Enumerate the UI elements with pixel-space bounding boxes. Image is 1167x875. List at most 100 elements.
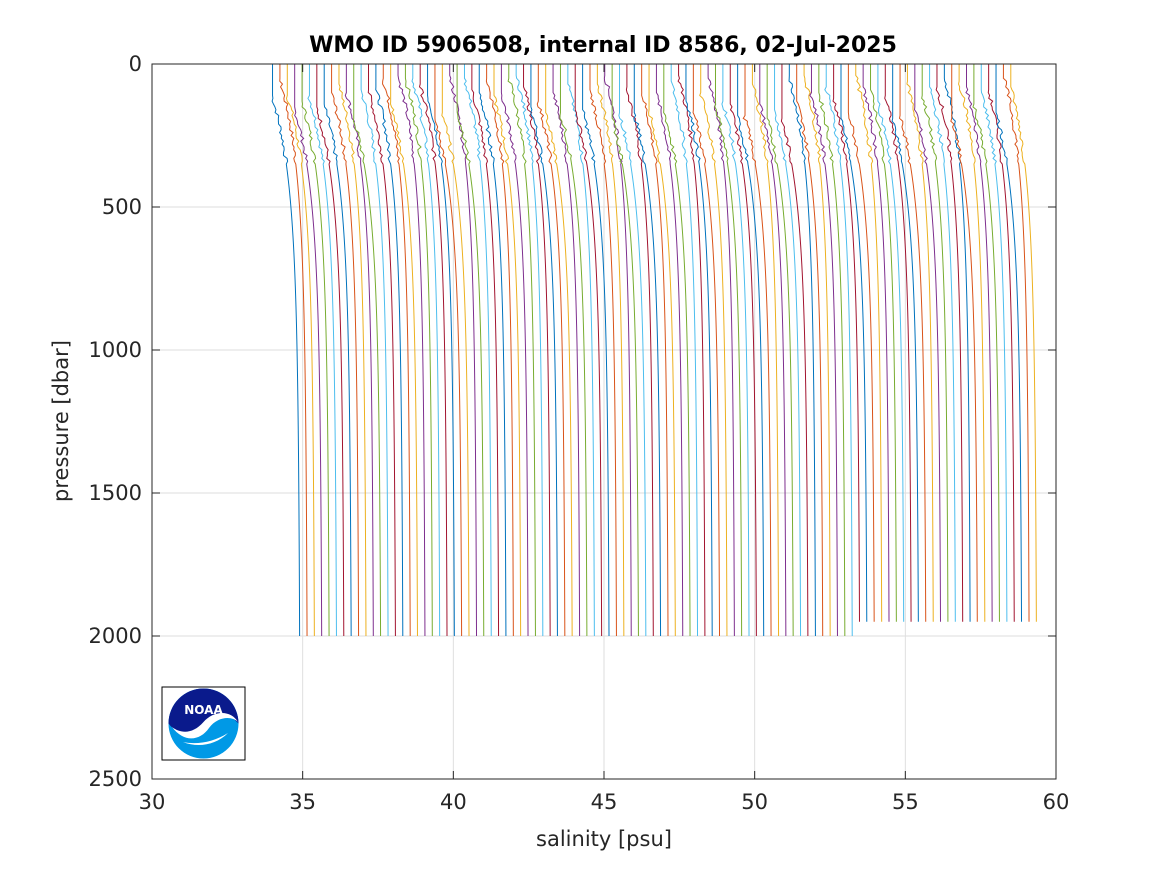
salinity-profile-line: [742, 64, 772, 637]
salinity-profile-line: [307, 64, 337, 637]
salinity-profile-line: [427, 64, 455, 637]
salinity-profile-line: [677, 64, 706, 637]
salinity-profile-line: [485, 64, 514, 637]
x-tick-label: 35: [289, 790, 316, 814]
salinity-profile-line: [870, 64, 897, 622]
x-axis-ticks: 30 35 40 45 50 55 60: [139, 64, 1069, 814]
salinity-profile-line: [331, 64, 360, 637]
y-tick-label: 2500: [89, 767, 142, 791]
salinity-profile-line: [618, 64, 647, 637]
chart-title: WMO ID 5906508, internal ID 8586, 02-Jul…: [309, 33, 897, 58]
salinity-profile-line: [774, 64, 802, 637]
y-tick-label: 1000: [89, 338, 142, 362]
salinity-profile-line: [507, 64, 536, 637]
salinity-profile-line: [574, 64, 603, 637]
salinity-profile-line: [536, 64, 566, 637]
salinity-profile-line: [559, 64, 588, 637]
salinity-profile-line: [877, 64, 905, 622]
salinity-profiles: [271, 64, 1037, 637]
salinity-profile-line: [360, 64, 389, 637]
salinity-profile-line: [751, 64, 780, 637]
salinity-profile-line: [463, 64, 492, 637]
salinity-profile-line: [456, 64, 485, 637]
salinity-profile-line: [279, 64, 308, 637]
salinity-profile-line: [832, 64, 860, 622]
x-tick-label: 55: [892, 790, 919, 814]
salinity-profile-line: [1010, 64, 1037, 622]
salinity-profile-line: [589, 64, 617, 637]
salinity-profile-line: [862, 64, 890, 622]
salinity-profile-line: [633, 64, 662, 637]
salinity-profile-line: [500, 64, 529, 637]
salinity-profile-line: [950, 64, 978, 622]
salinity-profile-line: [449, 64, 478, 637]
salinity-profile-line: [884, 64, 912, 622]
salinity-profile-line: [301, 64, 330, 637]
salinity-profile-line: [972, 64, 1000, 622]
salinity-profile-line: [367, 64, 396, 637]
salinity-profile-line: [655, 64, 684, 637]
salinity-profile-line: [478, 64, 507, 637]
salinity-profile-line: [737, 64, 765, 637]
x-tick-label: 30: [139, 790, 166, 814]
salinity-profile-line: [898, 64, 927, 622]
y-tick-label: 500: [102, 195, 142, 219]
salinity-profile-line: [552, 64, 581, 637]
salinity-profile-line: [759, 64, 787, 637]
salinity-profile-line: [404, 64, 433, 637]
y-axis-ticks: 0 500 1000 1500 2000 2500: [89, 52, 1056, 791]
salinity-profile-line: [390, 64, 418, 637]
salinity-profile-line: [824, 64, 853, 637]
salinity-profile-line: [418, 64, 448, 637]
salinity-profile-line: [641, 64, 669, 637]
salinity-profile-line: [545, 64, 573, 637]
salinity-profile-line: [375, 64, 404, 637]
salinity-profile-line: [625, 64, 654, 637]
salinity-profile-line: [906, 64, 934, 622]
salinity-profile-line: [914, 64, 941, 622]
salinity-profile-line: [809, 64, 838, 637]
salinity-profile-line: [958, 64, 986, 622]
salinity-profile-line: [796, 64, 824, 637]
salinity-profile-line: [611, 64, 639, 637]
salinity-profile-line: [721, 64, 750, 637]
salinity-profile-line: [714, 64, 743, 637]
salinity-profile-line: [803, 64, 831, 637]
salinity-profile-line: [766, 64, 794, 637]
salinity-profile-line: [515, 64, 544, 637]
salinity-profile-line: [434, 64, 463, 637]
salinity-profile-line: [411, 64, 441, 637]
salinity-profile-line: [692, 64, 721, 637]
salinity-profile-line: [344, 64, 374, 637]
salinity-profile-line: [323, 64, 352, 637]
noaa-logo-text: NOAA: [184, 703, 223, 717]
y-tick-label: 2000: [89, 624, 142, 648]
salinity-profile-line: [523, 64, 551, 637]
salinity-profile-line: [596, 64, 625, 637]
salinity-profile-line: [729, 64, 757, 637]
salinity-profile-line: [493, 64, 522, 637]
salinity-profile-line: [582, 64, 610, 637]
y-tick-label: 0: [129, 52, 142, 76]
salinity-profile-line: [338, 64, 367, 637]
x-axis-label: salinity [psu]: [536, 827, 672, 851]
salinity-profile-line: [271, 64, 301, 637]
x-tick-label: 45: [591, 790, 618, 814]
salinity-profile-line: [788, 64, 816, 637]
salinity-profile-line: [670, 64, 699, 637]
salinity-profile-line: [1002, 64, 1030, 622]
salinity-profile-line: [855, 64, 883, 622]
salinity-profile-line: [995, 64, 1023, 622]
salinity-profile-line: [707, 64, 735, 637]
salinity-profile-line: [663, 64, 691, 637]
salinity-profile-line: [397, 64, 426, 637]
salinity-profile-line: [980, 64, 1008, 622]
salinity-profile-line: [921, 64, 949, 622]
salinity-profile-line: [603, 64, 632, 637]
salinity-profile-line: [685, 64, 713, 637]
salinity-profile-line: [840, 64, 868, 622]
noaa-logo: NOAA: [161, 686, 246, 761]
y-tick-label: 1500: [89, 481, 142, 505]
salinity-profile-line: [699, 64, 728, 637]
